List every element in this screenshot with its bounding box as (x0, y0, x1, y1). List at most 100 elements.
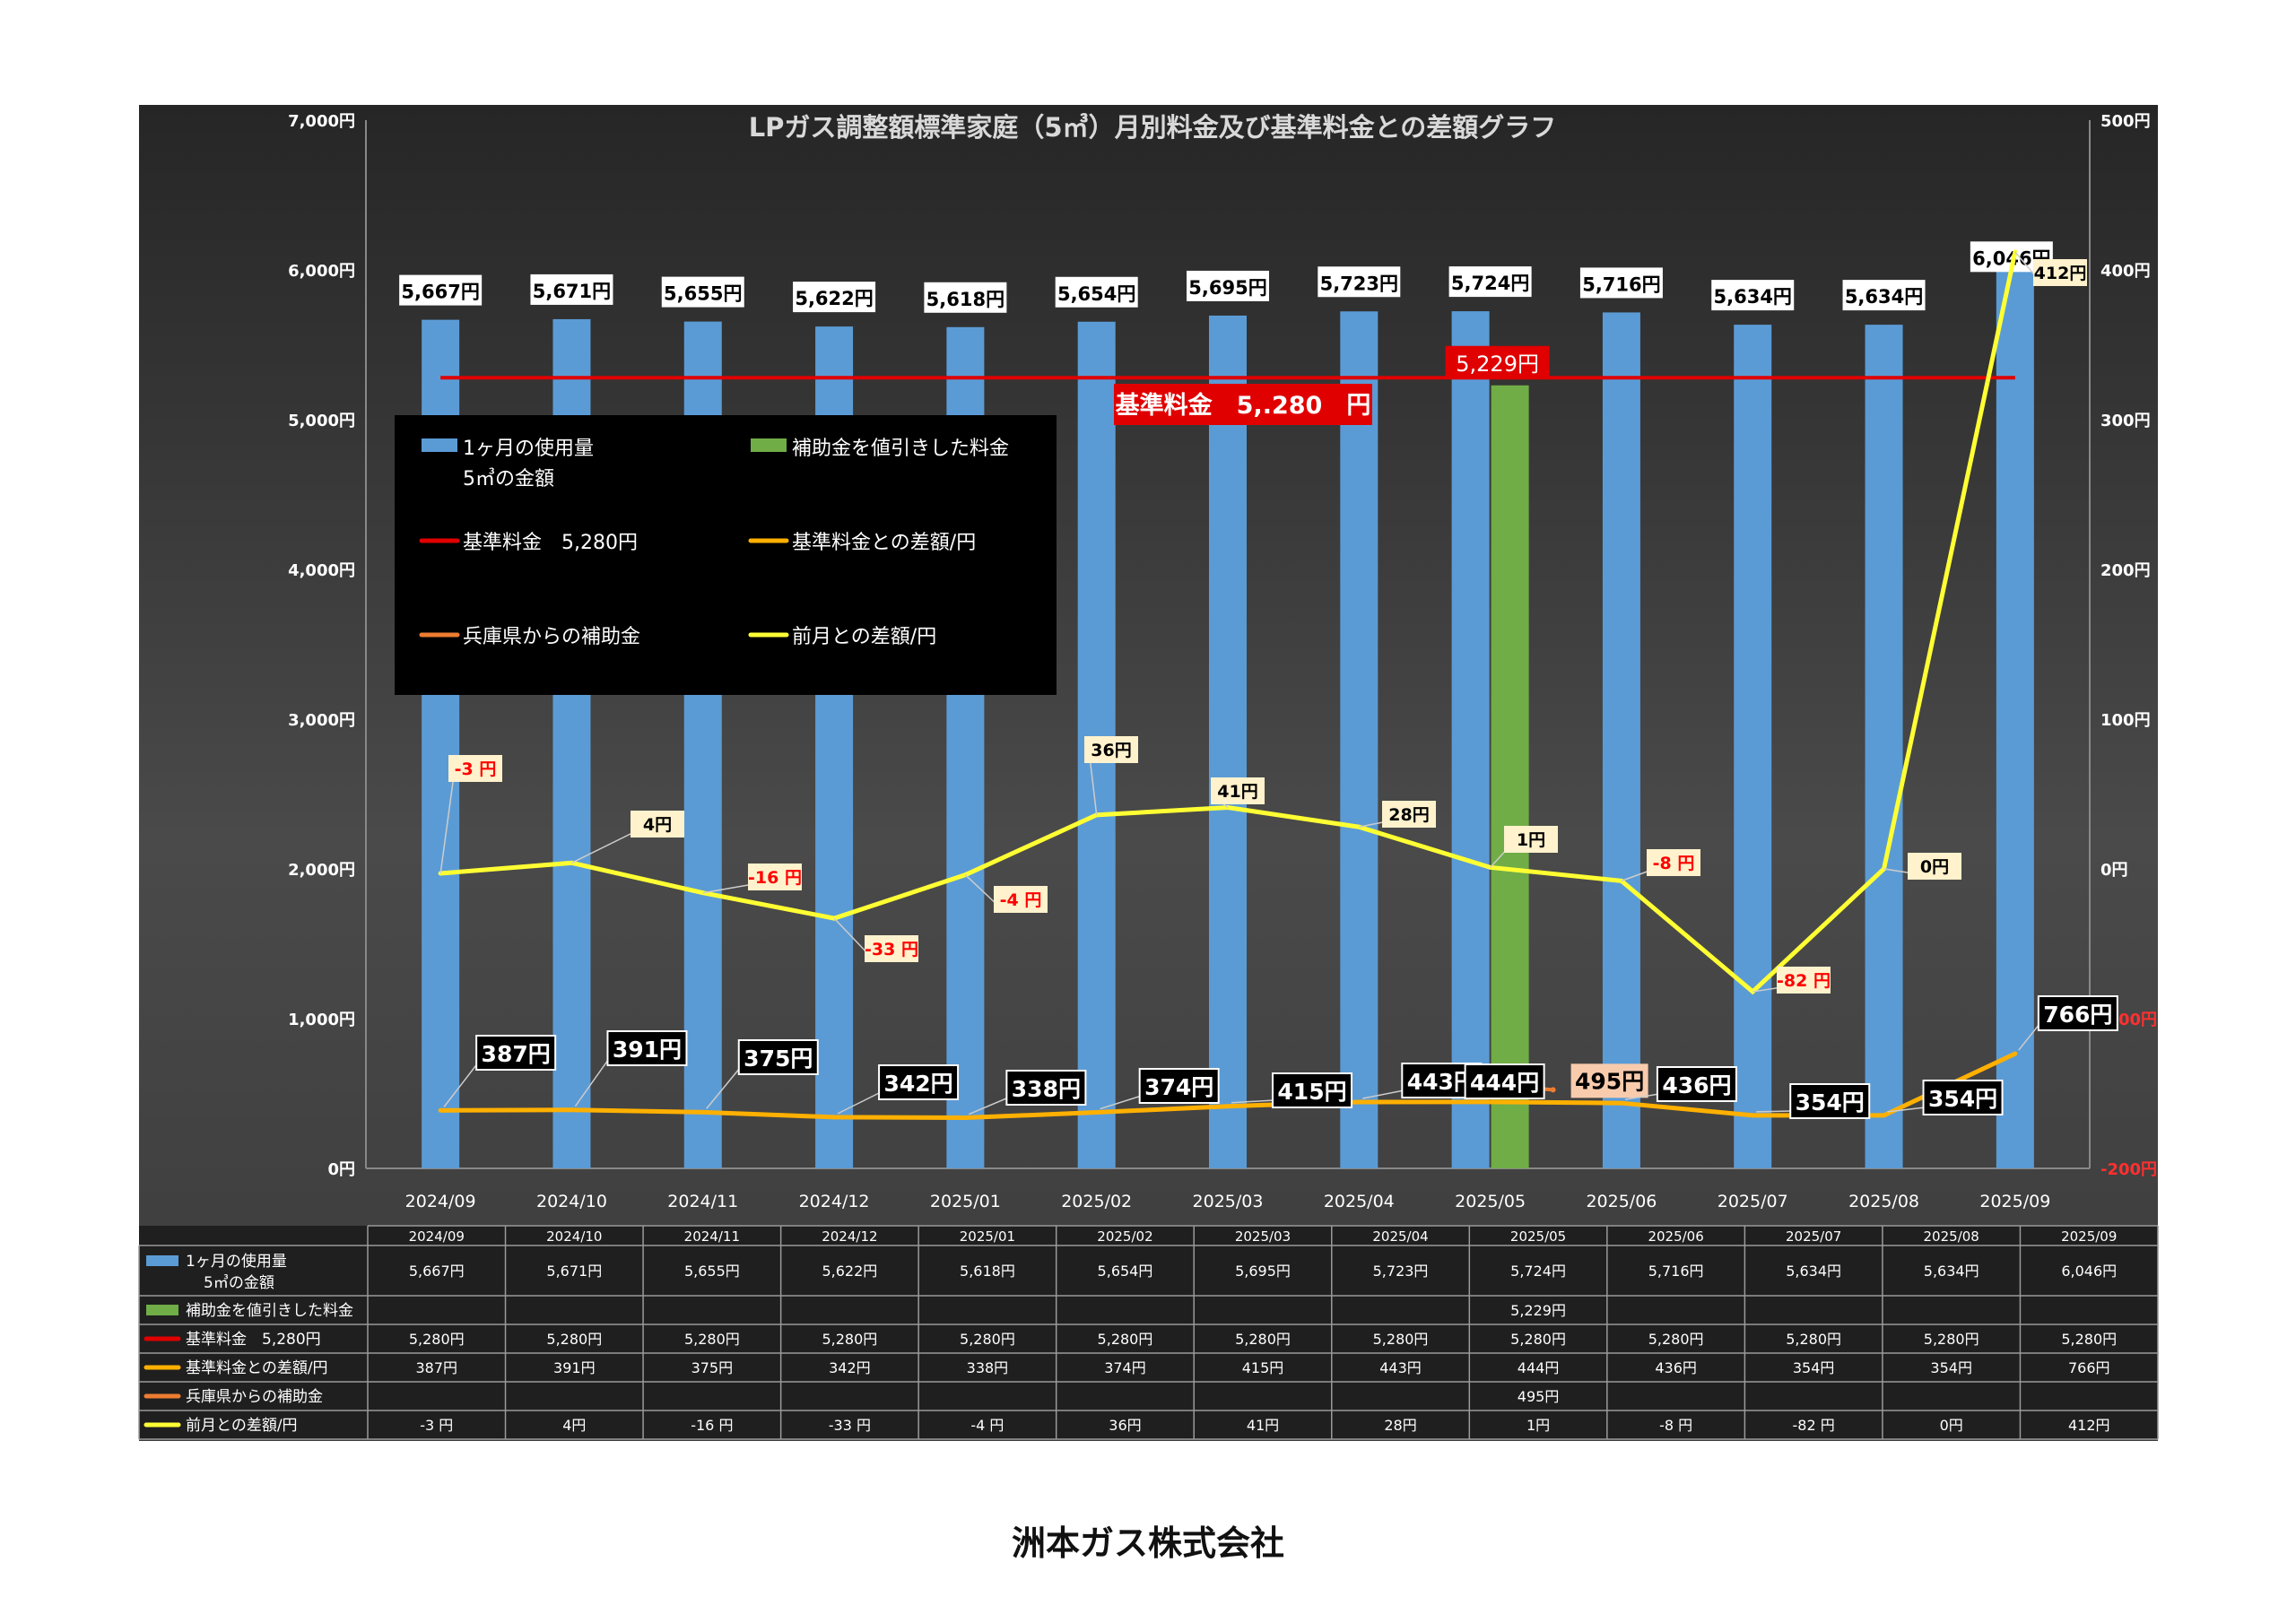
table-cell: 387円 (415, 1359, 457, 1376)
mom-label: 0円 (1920, 857, 1949, 877)
bar-value-label: 5,671円 (533, 281, 611, 302)
table-header-cell: 2025/08 (1924, 1228, 1979, 1245)
bar-value-label: 5,724円 (1451, 273, 1529, 294)
table-header-cell: 2025/06 (1648, 1228, 1703, 1245)
diff-from-reference-point (962, 1115, 968, 1121)
table-cell: 443円 (1379, 1359, 1422, 1376)
mom-label-bg (1908, 853, 1961, 880)
table-cell: 354円 (1793, 1359, 1835, 1376)
bar-value-label-bg (924, 282, 1007, 313)
table-row-label: 1ヶ月の使用量 (186, 1252, 287, 1271)
mom-label-leader (833, 917, 871, 957)
table-row-label: 基準料金 5,280円 (186, 1331, 321, 1349)
mom-label: -3 円 (455, 759, 497, 779)
table-row-swatch (146, 1305, 178, 1315)
legend-label: 前月との差額/円 (792, 626, 936, 648)
table-cell: 766円 (2068, 1359, 2110, 1376)
bar-value-label: 5,723円 (1320, 273, 1398, 294)
table-cell: 36円 (1109, 1417, 1141, 1434)
bar-value-label-bg (1318, 266, 1401, 298)
legend-label: 1ヶ月の使用量 (463, 438, 594, 460)
bar-usage-amount (1340, 311, 1378, 1168)
bar-value-label: 5,618円 (926, 289, 1004, 310)
table-row-label: 補助金を値引きした料金 (186, 1302, 353, 1320)
diff-label-leader (1887, 1107, 1926, 1113)
bar-usage-amount (1209, 315, 1247, 1168)
table-cell: -4 円 (970, 1417, 1004, 1434)
category-label: 2025/01 (930, 1192, 1001, 1211)
left-tick-label: 2,000円 (288, 861, 355, 880)
subsidy-label: 495円 (1575, 1068, 1644, 1094)
diff-from-reference-point (1225, 1104, 1231, 1109)
table-header-cell: 2025/05 (1510, 1228, 1566, 1245)
diff-label: 766円 (2043, 1002, 2112, 1028)
diff-label-leader (1100, 1095, 1142, 1110)
legend-label: 基準料金との差額/円 (792, 532, 976, 554)
diff-label-leader (1231, 1099, 1275, 1104)
right-tick-label: 400円 (2100, 262, 2151, 281)
table-cell: 495円 (1518, 1388, 1560, 1405)
chart-title: LPガス調整額標準家庭（5㎥）月別料金及び基準料金との差額グラフ (749, 112, 1557, 143)
category-label: 2025/07 (1718, 1192, 1788, 1211)
mom-label: 412円 (2034, 264, 2087, 283)
table-cell: 5,655円 (684, 1263, 740, 1280)
mom-label: 1円 (1517, 830, 1545, 850)
category-label: 2025/06 (1586, 1192, 1657, 1211)
table-row-label: 兵庫県からの補助金 (186, 1388, 323, 1406)
bar-value-label-bg (1711, 280, 1795, 311)
diff-label-leader (969, 1097, 1009, 1115)
bar-value-label: 5,634円 (1845, 286, 1923, 308)
legend-swatch (422, 438, 457, 452)
category-label: 2025/03 (1193, 1192, 1264, 1211)
mom-label: -16 円 (748, 868, 802, 888)
right-tick-label: 200円 (2100, 561, 2151, 580)
diff-label: 391円 (613, 1037, 682, 1063)
table-cell: 374円 (1104, 1359, 1146, 1376)
diff-label: 444円 (1470, 1070, 1539, 1096)
diff-label: 387円 (482, 1041, 551, 1067)
mom-label: 4円 (643, 815, 672, 835)
mom-label-bg (748, 864, 802, 890)
table-cell: 4円 (562, 1417, 586, 1434)
table-cell: -82 円 (1793, 1417, 1835, 1434)
table-cell: 1円 (1526, 1417, 1550, 1434)
table-header-cell: 2025/01 (960, 1228, 1015, 1245)
reference-price-label: 基準料金 5,.280 円 (1116, 391, 1371, 420)
bar-value-label-bg (1448, 266, 1532, 298)
table-row-label: 基準料金との差額/円 (186, 1359, 328, 1377)
diff-from-reference-point (1094, 1110, 1100, 1115)
subsidy-point (1550, 1087, 1556, 1093)
diff-label-leader (1624, 1093, 1660, 1100)
mom-label-leader (964, 874, 1000, 907)
reference-label-bg (1114, 384, 1372, 425)
diff-label-leader (1362, 1089, 1405, 1099)
diff-from-reference-point (1619, 1100, 1624, 1106)
mom-label: -82 円 (1777, 971, 1831, 991)
bar-usage-amount (1865, 325, 1903, 1168)
legend-label: 兵庫県からの補助金 (463, 626, 640, 648)
legend-label: 5㎥の金額 (463, 467, 554, 490)
bar-value-label: 5,716円 (1582, 273, 1660, 295)
bar-value-label: 5,622円 (795, 288, 873, 309)
table-cell: -16 円 (691, 1417, 733, 1434)
diff-label-bg (1922, 1080, 2004, 1115)
diff-label: 342円 (883, 1071, 952, 1097)
bar-subsidized-price (1491, 385, 1529, 1169)
mom-label-leader (439, 775, 455, 874)
right-tick-label: 0円 (2100, 861, 2128, 880)
mom-label-bg (631, 811, 684, 838)
table-cell: 6,046円 (2061, 1263, 2117, 1280)
table-cell: 415円 (1242, 1359, 1284, 1376)
diff-label-bg (1464, 1063, 1545, 1099)
subsidized-price-label: 5,229円 (1456, 352, 1539, 377)
category-label: 2024/10 (536, 1192, 607, 1211)
table-cell: 5,280円 (409, 1331, 465, 1348)
category-label: 2025/08 (1848, 1192, 1919, 1211)
table-cell: 5,280円 (1235, 1331, 1291, 1348)
bar-value-label-bg (399, 274, 483, 306)
right-tick-label: 500円 (2100, 112, 2151, 131)
diff-label-bg (606, 1030, 688, 1066)
table-cell: 354円 (1930, 1359, 1972, 1376)
table-cell: 5,280円 (684, 1331, 740, 1348)
